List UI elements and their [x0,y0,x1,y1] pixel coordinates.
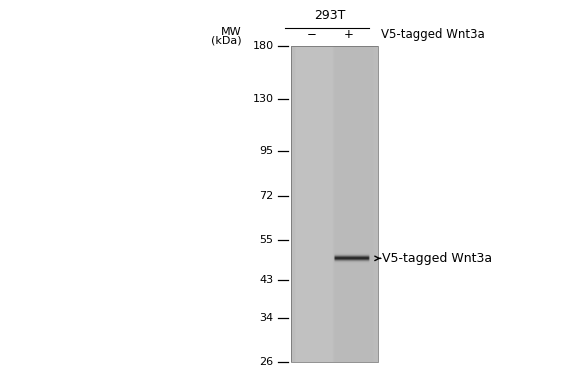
Text: +: + [344,28,354,41]
Text: −: − [306,28,316,41]
Text: 34: 34 [260,313,274,323]
Text: 180: 180 [253,42,274,51]
Text: 95: 95 [260,146,274,155]
Text: 293T: 293T [314,9,346,22]
Text: 26: 26 [260,356,274,367]
Text: 72: 72 [260,191,274,201]
Text: 55: 55 [260,235,274,245]
Text: V5-tagged Wnt3a: V5-tagged Wnt3a [382,252,492,265]
Bar [291,46,378,362]
Text: MW: MW [221,27,242,37]
Text: 43: 43 [260,275,274,285]
Text: (kDa): (kDa) [211,36,242,46]
Text: 130: 130 [253,94,274,104]
Text: V5-tagged Wnt3a: V5-tagged Wnt3a [381,28,485,41]
